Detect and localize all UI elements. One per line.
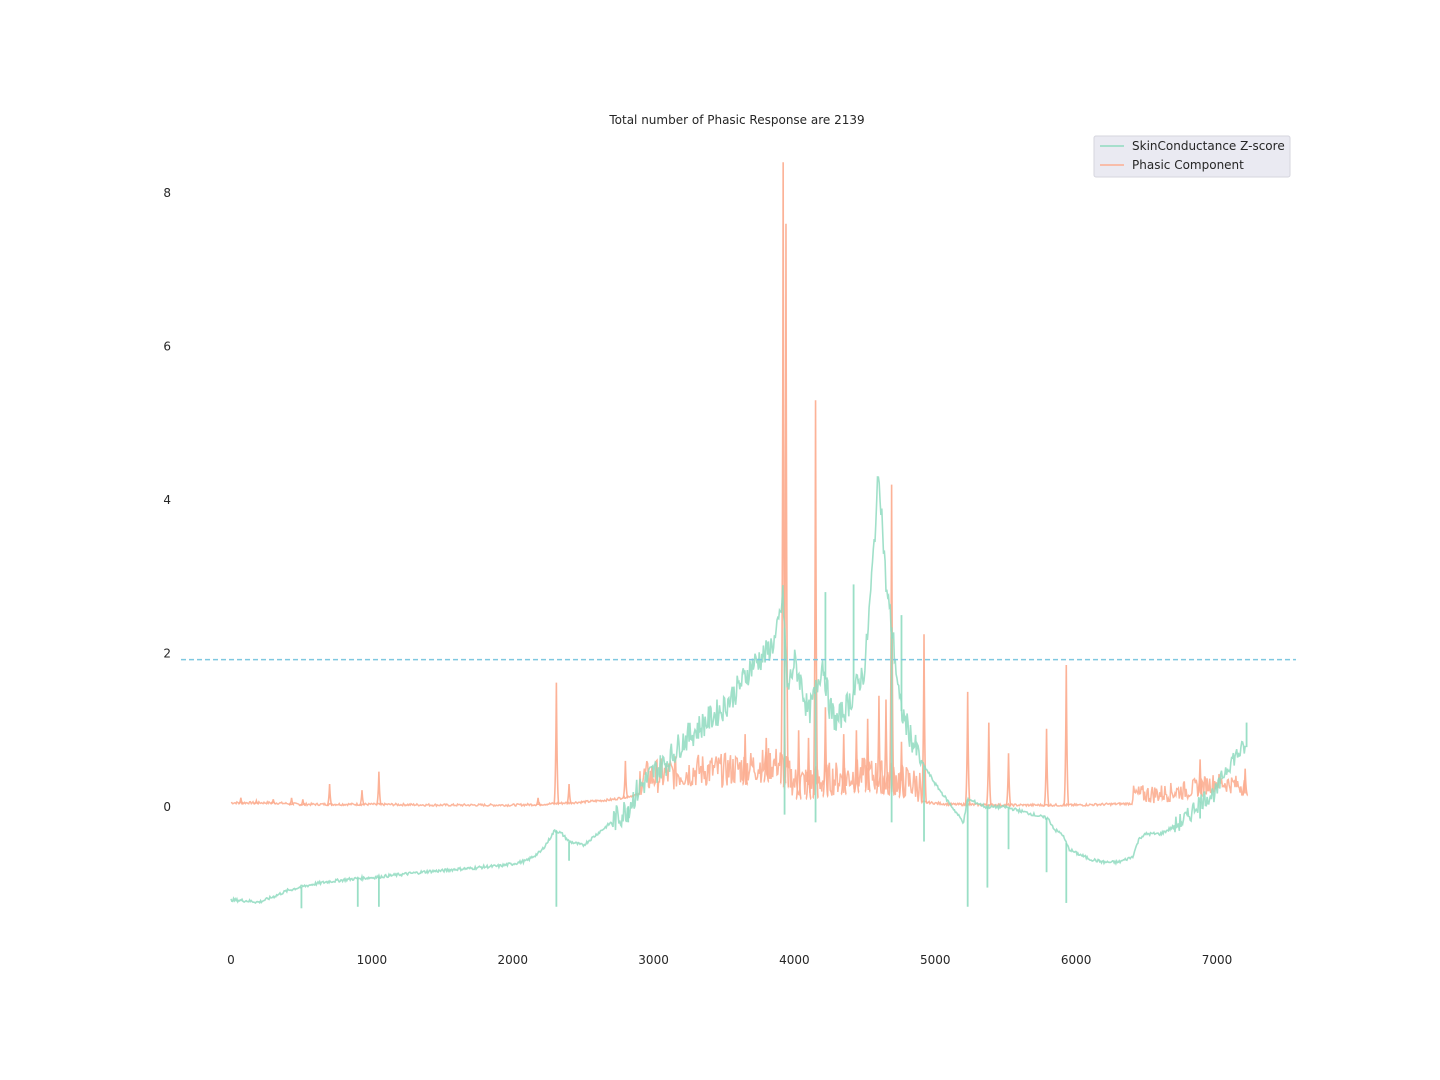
- phasic-peak: [822, 707, 829, 798]
- phasic-peak: [898, 741, 905, 799]
- y-tick-label: 0: [163, 800, 171, 814]
- plot-area: [181, 162, 1296, 909]
- phasic-peak: [375, 771, 383, 807]
- phasic-peak: [741, 734, 749, 786]
- phasic-peak: [882, 699, 890, 796]
- x-tick-label: 3000: [638, 953, 669, 967]
- phasic-peak: [864, 718, 872, 793]
- legend-label-skin: SkinConductance Z-score: [1132, 139, 1285, 153]
- phasic-peak: [565, 783, 573, 805]
- y-tick-label: 2: [163, 647, 171, 661]
- phasic-peak: [888, 484, 895, 797]
- y-tick-label: 8: [163, 186, 171, 200]
- phasic-peak: [920, 634, 928, 805]
- phasic-peak: [300, 799, 306, 807]
- phasic-peak: [288, 797, 295, 806]
- phasic-peak: [812, 400, 819, 800]
- phasic-peak: [1196, 759, 1204, 798]
- x-tick-label: 5000: [920, 953, 951, 967]
- phasic-peak: [1241, 768, 1249, 797]
- phasic-peak: [840, 734, 848, 796]
- phasic-peak: [805, 737, 812, 801]
- phasic-peak: [985, 722, 993, 807]
- phasic-peak: [1005, 753, 1012, 808]
- x-tick-label: 0: [227, 953, 235, 967]
- phasic-peak: [553, 682, 560, 806]
- phasic-peak: [1062, 665, 1070, 808]
- y-tick-label: 6: [163, 340, 171, 354]
- chart-title: Total number of Phasic Response are 2139: [608, 113, 864, 127]
- y-tick-label: 4: [163, 493, 171, 507]
- series-line-skin-conductance: [230, 476, 1246, 905]
- phasic-peak: [326, 783, 333, 807]
- phasic-peak: [270, 799, 276, 805]
- phasic-peak: [359, 790, 365, 807]
- phasic-peak: [1043, 728, 1050, 808]
- legend: SkinConductance Z-score Phasic Component: [1093, 135, 1291, 178]
- phasic-peak: [875, 695, 883, 795]
- legend-label-phasic: Phasic Component: [1132, 158, 1244, 172]
- x-tick-label: 2000: [497, 953, 528, 967]
- phasic-peak: [253, 797, 259, 805]
- x-tick-label: 4000: [779, 953, 810, 967]
- phasic-peak: [853, 730, 860, 794]
- phasic-peak: [535, 797, 541, 807]
- x-tick-label: 1000: [357, 953, 388, 967]
- phasic-peak: [622, 760, 629, 799]
- phasic-peak: [238, 797, 244, 805]
- x-tick-label: 6000: [1061, 953, 1092, 967]
- legend-box: [1093, 135, 1291, 178]
- phasic-peak: [762, 737, 770, 783]
- y-axis-ticks: 0 2 4 6 8: [163, 186, 171, 814]
- x-axis-ticks: 0 1000 2000 3000 4000 5000 6000 7000: [227, 953, 1232, 967]
- phasic-peak: [964, 691, 972, 807]
- series-line-phasic-component: [230, 748, 1246, 808]
- x-tick-label: 7000: [1202, 953, 1233, 967]
- phasic-peak: [795, 730, 802, 801]
